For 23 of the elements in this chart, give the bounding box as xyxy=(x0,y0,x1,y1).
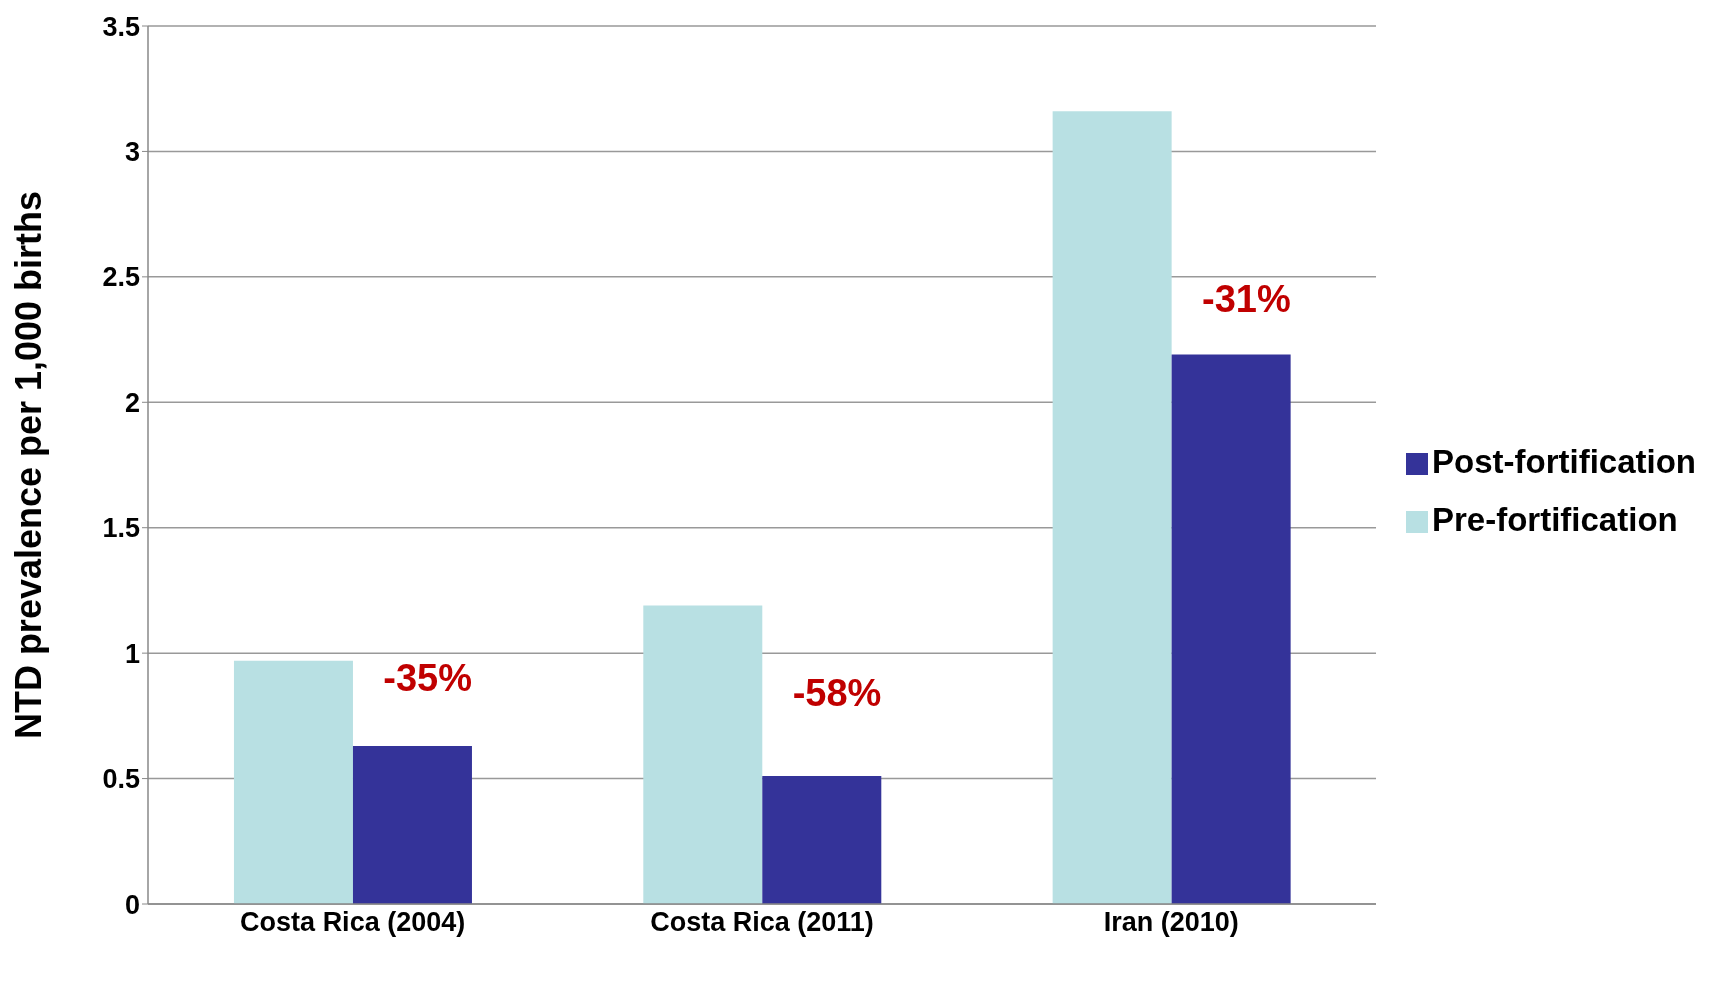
legend-label: Pre-fortification xyxy=(1432,501,1678,538)
bar xyxy=(1171,354,1291,904)
bar xyxy=(762,776,882,904)
y-tick-label: 3.5 xyxy=(102,11,140,42)
y-tick-label: 0 xyxy=(124,889,140,920)
annotation: -31% xyxy=(1201,278,1291,321)
x-tick-label: Costa Rica (2004) xyxy=(240,907,466,938)
y-tick-label: 3 xyxy=(124,137,140,168)
bar xyxy=(1052,111,1172,904)
bar xyxy=(352,745,472,904)
x-tick-label: Costa Rica (2011) xyxy=(650,907,874,938)
bar xyxy=(233,660,353,904)
legend-label: Post-fortification xyxy=(1432,443,1696,480)
annotation: -35% xyxy=(383,657,473,700)
y-tick-label: 1.5 xyxy=(102,513,140,544)
y-tick-label: 0.5 xyxy=(102,764,140,795)
y-tick-label: 1 xyxy=(124,638,140,669)
y-tick-label: 2.5 xyxy=(102,262,140,293)
annotation: -58% xyxy=(792,672,882,715)
y-tick-label: 2 xyxy=(124,387,140,418)
x-tick-label: Iran (2010) xyxy=(1103,907,1239,938)
y-axis-title: NTD prevalence per 1,000 births xyxy=(7,190,49,740)
bar xyxy=(643,605,763,904)
